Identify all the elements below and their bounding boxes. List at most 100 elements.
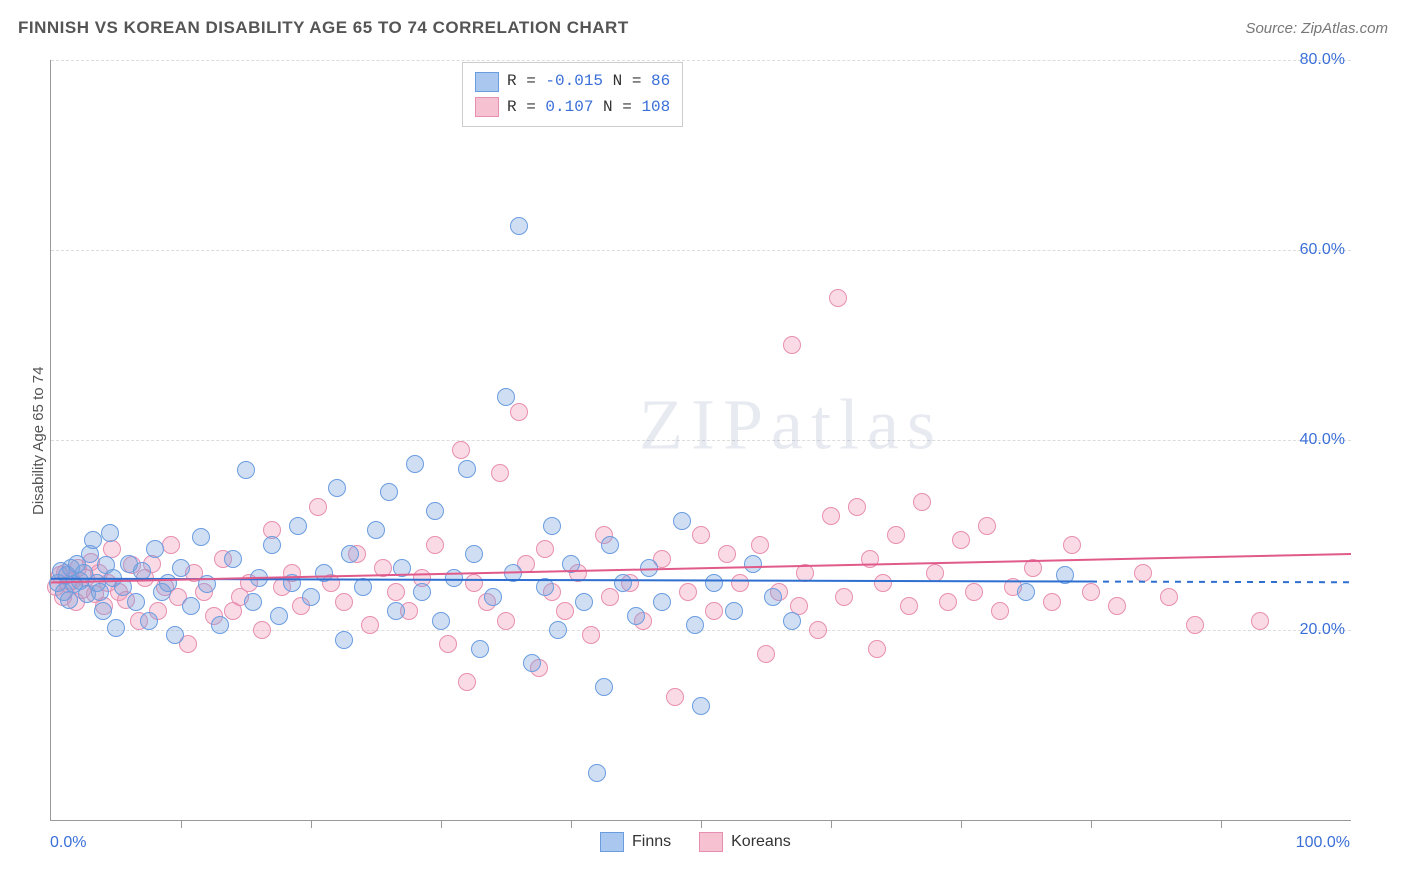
data-point: [172, 559, 190, 577]
data-point: [426, 502, 444, 520]
data-point: [101, 524, 119, 542]
data-point: [783, 336, 801, 354]
data-point: [328, 479, 346, 497]
gridline: [51, 440, 1351, 441]
data-point: [705, 574, 723, 592]
data-point: [406, 455, 424, 473]
data-point: [725, 602, 743, 620]
data-point: [198, 575, 216, 593]
data-point: [627, 607, 645, 625]
data-point: [1063, 536, 1081, 554]
chart-header: FINNISH VS KOREAN DISABILITY AGE 65 TO 7…: [18, 18, 1388, 38]
data-point: [1017, 583, 1035, 601]
y-tick-label: 20.0%: [1300, 621, 1345, 639]
data-point: [900, 597, 918, 615]
data-point: [127, 593, 145, 611]
plot-area: 20.0%40.0%60.0%80.0%: [50, 60, 1351, 821]
data-point: [465, 545, 483, 563]
data-point: [91, 583, 109, 601]
data-point: [1160, 588, 1178, 606]
data-point: [387, 583, 405, 601]
data-point: [543, 517, 561, 535]
data-point: [874, 574, 892, 592]
x-tick: [831, 820, 832, 828]
data-point: [549, 621, 567, 639]
y-axis-title: Disability Age 65 to 74: [30, 367, 47, 515]
data-point: [595, 678, 613, 696]
data-point: [536, 578, 554, 596]
x-tick: [701, 820, 702, 828]
data-point: [965, 583, 983, 601]
data-point: [367, 521, 385, 539]
series-swatch: [600, 832, 624, 852]
data-point: [471, 640, 489, 658]
data-point: [335, 593, 353, 611]
legend-label: Finns: [632, 833, 671, 851]
x-tick: [181, 820, 182, 828]
data-point: [978, 517, 996, 535]
data-point: [809, 621, 827, 639]
series-swatch: [699, 832, 723, 852]
data-point: [1082, 583, 1100, 601]
data-point: [835, 588, 853, 606]
data-point: [913, 493, 931, 511]
data-point: [1108, 597, 1126, 615]
data-point: [796, 564, 814, 582]
data-point: [354, 578, 372, 596]
data-point: [497, 388, 515, 406]
data-point: [614, 574, 632, 592]
data-point: [146, 540, 164, 558]
x-tick: [1221, 820, 1222, 828]
y-tick-label: 80.0%: [1300, 51, 1345, 69]
x-tick: [571, 820, 572, 828]
data-point: [270, 607, 288, 625]
data-point: [692, 697, 710, 715]
data-point: [94, 602, 112, 620]
x-axis-min-label: 0.0%: [50, 834, 86, 852]
stats-row: R = 0.107 N = 108: [475, 95, 670, 121]
legend-label: Koreans: [731, 833, 791, 851]
data-point: [426, 536, 444, 554]
data-point: [84, 531, 102, 549]
gridline: [51, 60, 1351, 61]
data-point: [1134, 564, 1152, 582]
data-point: [484, 588, 502, 606]
data-point: [393, 559, 411, 577]
data-point: [380, 483, 398, 501]
data-point: [1024, 559, 1042, 577]
chart-source: Source: ZipAtlas.com: [1245, 20, 1388, 37]
data-point: [107, 619, 125, 637]
data-point: [510, 403, 528, 421]
data-point: [991, 602, 1009, 620]
data-point: [283, 574, 301, 592]
series-legend: Finns Koreans: [600, 832, 791, 852]
data-point: [829, 289, 847, 307]
data-point: [556, 602, 574, 620]
x-tick: [1091, 820, 1092, 828]
data-point: [692, 526, 710, 544]
data-point: [822, 507, 840, 525]
data-point: [751, 536, 769, 554]
data-point: [887, 526, 905, 544]
data-point: [162, 536, 180, 554]
stats-text: R = 0.107 N = 108: [507, 95, 670, 121]
data-point: [504, 564, 522, 582]
data-point: [705, 602, 723, 620]
data-point: [764, 588, 782, 606]
gridline: [51, 250, 1351, 251]
data-point: [731, 574, 749, 592]
data-point: [341, 545, 359, 563]
data-point: [253, 621, 271, 639]
data-point: [309, 498, 327, 516]
data-point: [458, 673, 476, 691]
chart-title: FINNISH VS KOREAN DISABILITY AGE 65 TO 7…: [18, 18, 629, 38]
data-point: [250, 569, 268, 587]
data-point: [374, 559, 392, 577]
data-point: [686, 616, 704, 634]
data-point: [182, 597, 200, 615]
data-point: [192, 528, 210, 546]
series-swatch: [475, 97, 499, 117]
data-point: [601, 536, 619, 554]
data-point: [868, 640, 886, 658]
data-point: [848, 498, 866, 516]
